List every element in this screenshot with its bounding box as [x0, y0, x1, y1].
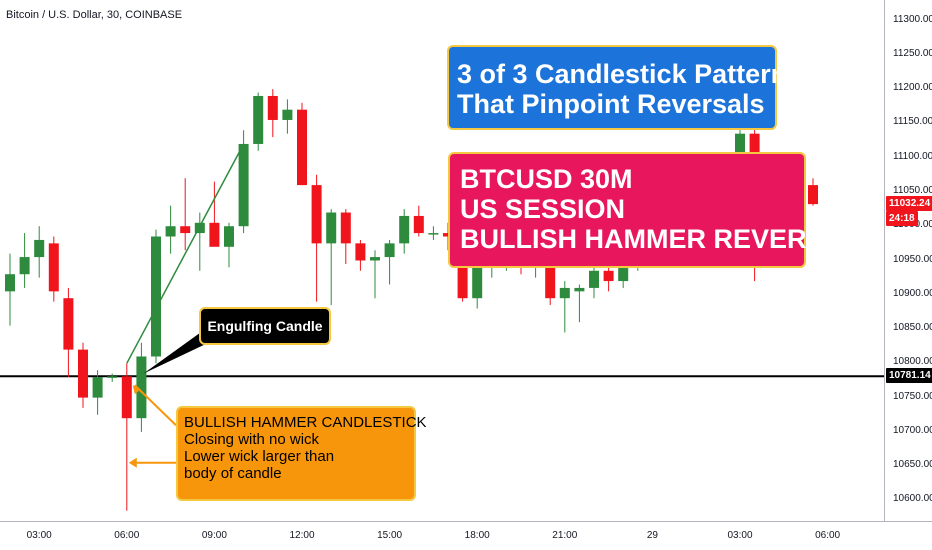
time-tick-label: 29: [646, 530, 658, 541]
chart-symbol-title: Bitcoin / U.S. Dollar, 30, COINBASE: [6, 9, 183, 21]
candle-body: [808, 185, 818, 205]
candle-body: [457, 250, 468, 299]
candle-body: [355, 243, 366, 261]
price-tick-label: 10850.00: [893, 322, 932, 334]
candle-body: [63, 298, 74, 350]
session-line-2: US SESSION: [460, 194, 626, 224]
candle-body: [253, 95, 264, 144]
candle-body: [194, 222, 205, 234]
price-tick-label: 10950.00: [893, 253, 932, 265]
candle-body: [121, 376, 132, 419]
candle-body: [165, 226, 176, 237]
candle-body: [326, 212, 337, 244]
candle-body: [311, 185, 322, 244]
price-tick-label: 11200.00: [893, 82, 932, 94]
title-line-1: 3 of 3 Candlestick Patterns: [457, 59, 803, 89]
price-tick-label: 11300.00: [893, 13, 932, 25]
time-tick-label: 21:00: [552, 530, 578, 541]
price-tick-label: 11250.00: [893, 47, 932, 59]
candle-body: [151, 236, 161, 357]
candle-body: [92, 377, 103, 398]
session-line-1: BTCUSD 30M: [460, 164, 633, 194]
price-tick-label: 10900.00: [893, 287, 932, 299]
candle-body: [618, 263, 629, 282]
candle-body: [472, 267, 483, 299]
session-line-3: BULLISH HAMMER REVERSAL: [460, 224, 861, 254]
price-tick-label: 11050.00: [893, 184, 932, 196]
candle-body: [545, 263, 556, 299]
horizontal-line-price-tag: 10781.14: [886, 368, 932, 384]
candle-body: [180, 226, 191, 234]
engulfing-annotation-box[interactable]: Engulfing Candle: [199, 307, 331, 345]
candle-body: [428, 233, 439, 235]
price-tick-label: 10600.00: [893, 493, 932, 505]
time-axis-border: [0, 521, 932, 522]
candle-body: [384, 243, 395, 258]
hammer-arrow-1-head: [132, 385, 141, 395]
price-tick-label: 11150.00: [893, 116, 932, 128]
time-tick-label: 06:00: [815, 530, 841, 541]
candle-body: [297, 109, 307, 186]
price-tick-label: 10800.00: [893, 356, 932, 368]
time-tick-label: 09:00: [201, 530, 227, 541]
title-line-2: That Pinpoint Reversals: [457, 89, 765, 119]
candle-body: [48, 243, 59, 292]
candle-body: [19, 257, 30, 275]
candle-body: [5, 274, 15, 292]
current-price-tag: 11032.24: [886, 196, 932, 212]
price-axis-border: [884, 0, 885, 521]
price-tick-label: 10750.00: [893, 390, 932, 402]
candle-body: [399, 215, 410, 244]
trendline: [126, 143, 245, 364]
candle-body: [413, 215, 424, 234]
price-tick-label: 11100.00: [893, 150, 932, 162]
time-tick-label: 06:00: [114, 530, 140, 541]
hammer-line-1: BULLISH HAMMER CANDLESTICK: [184, 414, 427, 431]
candle-body: [559, 287, 570, 299]
candle-body: [136, 356, 147, 419]
hammer-arrow-1: [134, 384, 177, 426]
time-tick-label: 12:00: [289, 530, 315, 541]
hammer-arrow-2-head: [128, 457, 137, 468]
engulfing-callout-pointer: [143, 330, 210, 374]
candle-body: [238, 143, 249, 227]
time-tick-label: 15:00: [377, 530, 403, 541]
candle-body: [603, 270, 614, 282]
candle-body: [107, 376, 118, 378]
candle-body: [340, 212, 351, 244]
title-annotation-box[interactable]: 3 of 3 Candlestick Patterns That Pinpoin…: [447, 45, 803, 130]
time-tick-label: 18:00: [464, 530, 490, 541]
price-tick-label: 10650.00: [893, 459, 932, 471]
hammer-annotation-box[interactable]: BULLISH HAMMER CANDLESTICK Closing with …: [176, 406, 427, 501]
time-tick-label: 03:00: [727, 530, 753, 541]
candle-body: [267, 95, 278, 120]
candle-body: [589, 270, 599, 288]
candle-body: [282, 109, 293, 120]
candle-body: [34, 239, 45, 258]
price-tick-label: 10700.00: [893, 424, 932, 436]
hammer-line-4: body of candle: [184, 465, 282, 482]
bar-countdown-tag: 24:18: [886, 211, 918, 227]
hammer-line-3: Lower wick larger than: [184, 448, 335, 465]
time-tick-label: 03:00: [26, 530, 52, 541]
candle-body: [209, 222, 220, 247]
candle-body: [224, 226, 234, 247]
session-annotation-box[interactable]: BTCUSD 30M US SESSION BULLISH HAMMER REV…: [448, 152, 861, 268]
candle-body: [78, 349, 88, 398]
candle-body: [574, 287, 585, 292]
hammer-line-2: Closing with no wick: [184, 431, 320, 448]
candle-body: [370, 257, 380, 261]
